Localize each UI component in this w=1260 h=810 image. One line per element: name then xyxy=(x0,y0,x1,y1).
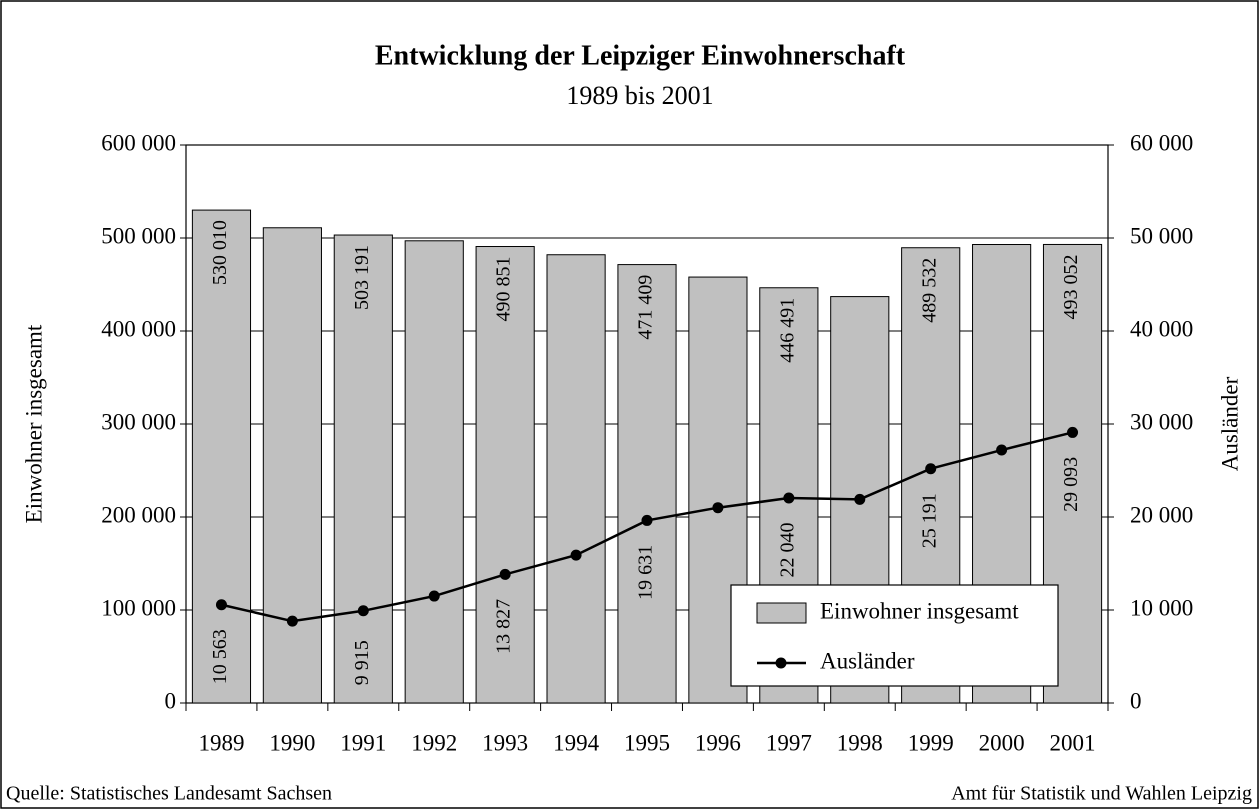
chart-subtitle: 1989 bis 2001 xyxy=(566,81,713,110)
y2-tick-label: 0 xyxy=(1130,688,1142,713)
x-tick-label: 1993 xyxy=(482,730,528,755)
x-tick-label: 1997 xyxy=(766,730,812,755)
line-value-label: 22 040 xyxy=(776,523,798,578)
line-marker xyxy=(499,568,511,580)
y2-tick-label: 10 000 xyxy=(1130,595,1193,620)
line-marker xyxy=(854,493,866,505)
line-value-label: 9 915 xyxy=(351,640,373,685)
line-marker xyxy=(996,444,1008,456)
line-value-label: 13 827 xyxy=(493,599,515,654)
bar xyxy=(191,209,252,704)
line-marker xyxy=(712,502,724,514)
y2-tick-label: 40 000 xyxy=(1130,316,1193,341)
x-tick-label: 1999 xyxy=(908,730,954,755)
y-tick-label: 600 000 xyxy=(101,130,176,155)
y-axis-label: Einwohner insgesamt xyxy=(21,324,46,523)
bar xyxy=(404,240,464,704)
line-marker xyxy=(570,549,582,561)
x-tick-label: 1996 xyxy=(695,730,741,755)
line-value-label: 19 631 xyxy=(635,545,657,600)
bar-value-label: 503 191 xyxy=(351,245,373,310)
line-marker xyxy=(783,492,795,504)
x-tick-label: 1998 xyxy=(837,730,883,755)
bar xyxy=(475,246,535,704)
y2-tick-label: 50 000 xyxy=(1130,223,1193,248)
line-marker xyxy=(641,514,653,526)
bar-value-label: 493 052 xyxy=(1060,254,1082,319)
y-tick-label: 500 000 xyxy=(101,223,176,248)
y2-axis-label: Ausländer xyxy=(1217,376,1242,471)
bar xyxy=(262,227,322,704)
bar xyxy=(617,264,677,704)
line-value-label: 25 191 xyxy=(918,493,940,548)
line-value-label: 10 563 xyxy=(209,629,231,684)
x-tick-label: 1992 xyxy=(411,730,457,755)
bar-value-label: 490 851 xyxy=(493,257,515,322)
source-note: Quelle: Statistisches Landesamt Sachsen xyxy=(6,783,332,805)
y-tick-label: 200 000 xyxy=(101,502,176,527)
line-marker xyxy=(357,605,369,617)
y2-tick-label: 30 000 xyxy=(1130,409,1193,434)
x-tick-label: 1994 xyxy=(553,730,600,755)
bar-value-label: 446 491 xyxy=(776,298,798,363)
credit-note: Amt für Statistik und Wahlen Leipzig xyxy=(951,783,1252,805)
y2-tick-label: 60 000 xyxy=(1130,130,1193,155)
legend-swatch xyxy=(756,602,807,624)
legend-label: Ausländer xyxy=(820,648,915,673)
bar-value-label: 489 532 xyxy=(918,258,940,323)
bar xyxy=(546,254,606,704)
bar xyxy=(333,234,393,704)
y-tick-label: 0 xyxy=(165,688,177,713)
line-value-label: 29 093 xyxy=(1060,457,1082,512)
line-marker xyxy=(1067,426,1079,438)
bar-value-label: 471 409 xyxy=(635,275,657,340)
legend-marker xyxy=(775,657,787,669)
legend-box xyxy=(730,584,1059,687)
y2-tick-label: 20 000 xyxy=(1130,502,1193,527)
line-marker xyxy=(286,615,298,627)
y-tick-label: 300 000 xyxy=(101,409,176,434)
legend-label: Einwohner insgesamt xyxy=(820,598,1019,623)
x-tick-label: 1995 xyxy=(624,730,670,755)
y-tick-label: 100 000 xyxy=(101,595,176,620)
x-tick-label: 1990 xyxy=(269,730,315,755)
bar-value-label: 530 010 xyxy=(209,220,231,285)
x-tick-label: 1989 xyxy=(198,730,244,755)
line-marker xyxy=(925,463,937,475)
x-tick-label: 2001 xyxy=(1050,730,1096,755)
chart-title: Entwicklung der Leipziger Einwohnerschaf… xyxy=(375,40,906,71)
line-marker xyxy=(215,599,227,611)
y-tick-label: 400 000 xyxy=(101,316,176,341)
line-marker xyxy=(428,590,440,602)
x-tick-label: 1991 xyxy=(340,730,386,755)
x-tick-label: 2000 xyxy=(979,730,1025,755)
